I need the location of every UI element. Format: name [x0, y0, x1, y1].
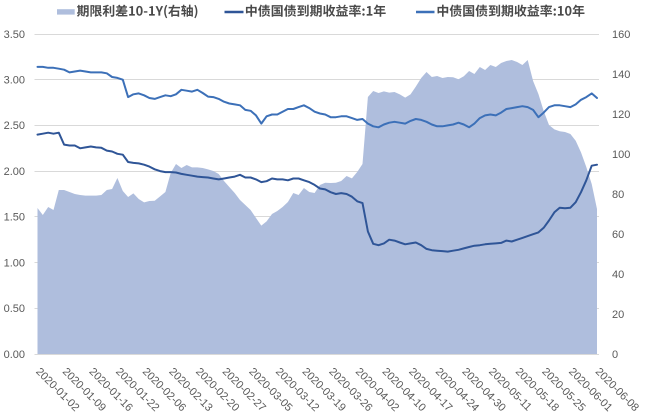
svg-text:0: 0 — [612, 349, 618, 361]
svg-text:140: 140 — [612, 69, 630, 81]
svg-text:60: 60 — [612, 229, 624, 241]
svg-text:3.00: 3.00 — [4, 75, 25, 87]
svg-text:0.50: 0.50 — [4, 303, 25, 315]
svg-text:80: 80 — [612, 189, 624, 201]
svg-text:100: 100 — [612, 149, 630, 161]
svg-text:2.50: 2.50 — [4, 120, 25, 132]
svg-text:20: 20 — [612, 309, 624, 321]
svg-text:3.50: 3.50 — [4, 29, 25, 41]
svg-text:0.00: 0.00 — [4, 349, 25, 361]
svg-text:160: 160 — [612, 29, 630, 41]
svg-text:120: 120 — [612, 109, 630, 121]
svg-text:2.00: 2.00 — [4, 166, 25, 178]
svg-text:1.50: 1.50 — [4, 212, 25, 224]
svg-text:1.00: 1.00 — [4, 257, 25, 269]
svg-text:40: 40 — [612, 269, 624, 281]
